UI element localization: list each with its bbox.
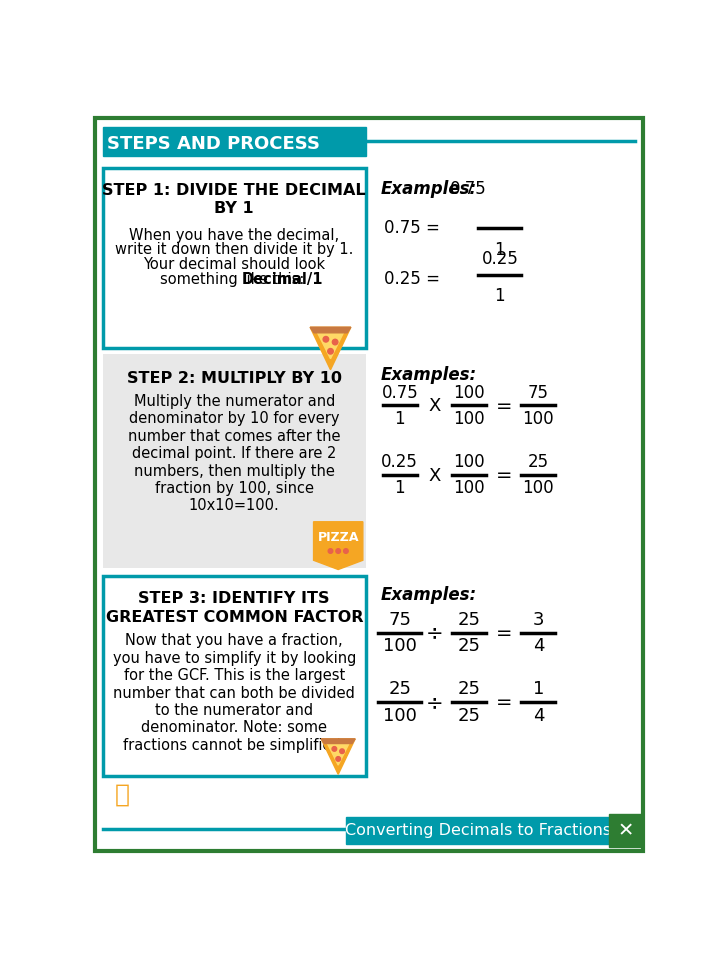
Bar	[609, 814, 642, 847]
Text: 100: 100	[454, 479, 485, 497]
Polygon shape	[317, 331, 344, 359]
Text: STEP 1: DIVIDE THE DECIMAL: STEP 1: DIVIDE THE DECIMAL	[102, 183, 366, 198]
Text: STEP 3: IDENTIFY ITS: STEP 3: IDENTIFY ITS	[138, 591, 330, 606]
Text: 25: 25	[458, 707, 481, 725]
Text: 100: 100	[454, 410, 485, 428]
Text: 100: 100	[383, 707, 417, 725]
Bar	[102, 354, 366, 568]
Polygon shape	[310, 327, 351, 370]
Text: 100: 100	[383, 637, 417, 656]
Circle shape	[333, 339, 338, 345]
Text: Your decimal should look: Your decimal should look	[143, 257, 325, 272]
Circle shape	[328, 348, 333, 354]
Circle shape	[336, 549, 341, 553]
Text: 0.75 =: 0.75 =	[384, 219, 440, 236]
Text: ÷: ÷	[426, 693, 444, 712]
Text: 100: 100	[454, 384, 485, 401]
Polygon shape	[321, 739, 355, 743]
Text: Now that you have a fraction,
you have to simplify it by looking
for the GCF. Th: Now that you have a fraction, you have t…	[112, 634, 356, 753]
Text: Examples:: Examples:	[381, 587, 477, 605]
Text: BY 1: BY 1	[215, 202, 254, 216]
Circle shape	[340, 749, 344, 754]
Text: 25: 25	[458, 611, 481, 629]
Text: 25: 25	[528, 453, 549, 471]
Text: 0.25: 0.25	[482, 251, 518, 269]
Text: STEPS AND PROCESS: STEPS AND PROCESS	[107, 135, 320, 154]
Polygon shape	[327, 742, 350, 765]
Text: 4: 4	[533, 637, 544, 656]
Circle shape	[328, 549, 333, 553]
Text: =: =	[495, 466, 512, 485]
Text: X: X	[428, 397, 441, 416]
Text: ✕: ✕	[617, 821, 634, 840]
Text: 0.75: 0.75	[382, 384, 418, 401]
Bar	[102, 576, 366, 776]
Polygon shape	[314, 522, 363, 569]
Text: 100: 100	[454, 453, 485, 471]
Text: Decimal/1: Decimal/1	[241, 272, 323, 286]
Text: STEP 2: MULTIPLY BY 10: STEP 2: MULTIPLY BY 10	[127, 371, 342, 386]
Text: 25: 25	[458, 637, 481, 656]
Circle shape	[323, 337, 328, 342]
Text: 100: 100	[523, 410, 554, 428]
Text: Examples:: Examples:	[381, 180, 477, 198]
Text: PIZZA: PIZZA	[318, 531, 359, 543]
Bar	[102, 127, 366, 156]
Circle shape	[332, 747, 337, 752]
Polygon shape	[321, 739, 355, 775]
Text: 0.25: 0.25	[382, 453, 418, 471]
Text: 🖌: 🖌	[115, 782, 130, 806]
Text: 25: 25	[458, 680, 481, 698]
Text: =: =	[495, 624, 512, 643]
Text: Multiply the numerator and
denominator by 10 for every
number that comes after t: Multiply the numerator and denominator b…	[128, 394, 341, 514]
Text: 1: 1	[533, 680, 544, 698]
Text: 0.25 =: 0.25 =	[384, 270, 441, 288]
Text: X: X	[428, 467, 441, 485]
Text: 1: 1	[495, 287, 505, 305]
Text: Examples:: Examples:	[381, 366, 477, 384]
Text: When you have the decimal,: When you have the decimal,	[129, 228, 339, 243]
Text: =: =	[495, 693, 512, 712]
Polygon shape	[310, 327, 351, 333]
Text: 1: 1	[395, 479, 405, 497]
Bar	[102, 168, 366, 348]
Text: Converting Decimals to Fractions: Converting Decimals to Fractions	[344, 823, 611, 838]
Text: 75: 75	[388, 611, 411, 629]
Text: 100: 100	[523, 479, 554, 497]
Text: 3: 3	[533, 611, 544, 629]
Text: ÷: ÷	[426, 623, 444, 643]
Text: 0.75: 0.75	[450, 180, 487, 198]
Circle shape	[336, 756, 341, 761]
Text: 75: 75	[528, 384, 549, 401]
Text: 4: 4	[533, 707, 544, 725]
Bar	[346, 817, 609, 844]
Text: 25: 25	[388, 680, 411, 698]
Text: =: =	[495, 396, 512, 416]
Text: write it down then divide it by 1.: write it down then divide it by 1.	[115, 242, 354, 257]
Text: 1: 1	[495, 242, 505, 259]
Text: GREATEST COMMON FACTOR: GREATEST COMMON FACTOR	[106, 610, 363, 625]
Text: 1: 1	[395, 410, 405, 428]
Text: something like this:: something like this:	[160, 272, 309, 286]
Circle shape	[343, 549, 348, 553]
